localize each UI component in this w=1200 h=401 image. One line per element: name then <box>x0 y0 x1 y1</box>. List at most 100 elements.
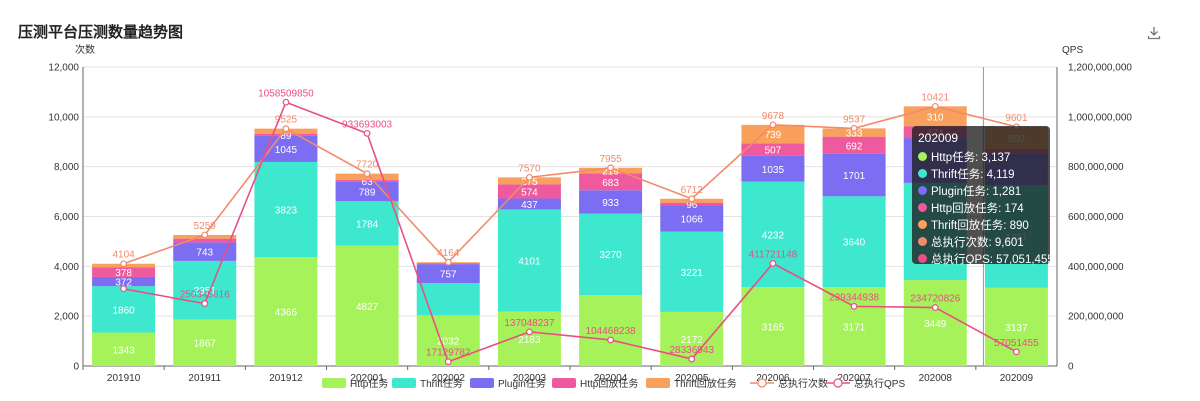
bar-thrift <box>497 209 561 312</box>
x-tick-label: 202003 <box>513 373 547 384</box>
legend-swatch <box>552 378 576 388</box>
legend-label: Http任务 <box>350 377 388 390</box>
line-label-total_qps: 239344938 <box>829 292 879 303</box>
bar-plugin <box>416 264 480 283</box>
bar-label-http: 2032 <box>437 337 460 348</box>
bar-label-plugin: 437 <box>521 200 538 211</box>
tooltip-row: 总执行QPS: 57,051,455 <box>918 250 1054 267</box>
bar-label-thrift_replay: 739 <box>765 130 782 141</box>
tooltip-row: Thrift回放任务: 890 <box>918 216 1044 233</box>
point-total_qps <box>444 358 452 366</box>
chart-tooltip: 202009 Http任务: 3,137 Thrift任务: 4,119 Plugi… <box>912 126 1054 267</box>
point-total_count <box>120 260 127 268</box>
bar-thrift_replay <box>497 177 561 185</box>
line-label-total_count: 5259 <box>194 221 217 232</box>
bar-http <box>903 280 967 366</box>
bar-thrift <box>579 213 643 295</box>
legend-label: 总执行QPS <box>854 377 905 390</box>
legend-swatch <box>322 378 346 388</box>
bar-http <box>254 257 318 366</box>
point-total_count <box>201 231 209 239</box>
bar-label-http: 4366 <box>275 308 298 319</box>
bar-http_replay <box>660 202 724 206</box>
point-total_count <box>931 102 939 110</box>
line-label-total_qps: 411721148 <box>749 249 798 260</box>
download-icon[interactable] <box>1146 25 1162 41</box>
bar-plugin <box>92 276 156 287</box>
line-label-total_qps: 234720826 <box>910 294 960 305</box>
line-label-total_qps: 137048237 <box>504 318 554 329</box>
bar-plugin <box>822 153 886 197</box>
line-label-total_qps: 1058509850 <box>258 88 314 99</box>
tooltip-row: Http任务: 3,137 <box>918 148 1044 165</box>
y-tick-label-right: 800,000,000 <box>1068 162 1124 173</box>
bar-label-thrift: 3823 <box>275 206 298 217</box>
line-label-total_count: 7720 <box>356 160 379 171</box>
download-icon-glyph <box>1147 27 1161 40</box>
tooltip-dot <box>918 186 927 195</box>
line-label-total_count: 4164 <box>437 248 460 259</box>
line-label-total_qps: 104468238 <box>586 326 636 337</box>
legend-marker <box>833 378 843 388</box>
point-total_count <box>607 164 614 172</box>
bar-thrift_replay <box>822 128 886 137</box>
legend-label: Thrift任务 <box>420 377 463 390</box>
line-label-total_count: 4104 <box>112 250 135 261</box>
line-label-total_qps: 250345616 <box>180 290 230 301</box>
bar-http_replay <box>254 133 318 136</box>
point-total_count <box>444 258 452 266</box>
x-tick-label: 202008 <box>919 373 953 384</box>
tooltip-text: Plugin任务: 1,281 <box>931 185 1022 198</box>
bar-label-http_replay: 378 <box>115 268 132 279</box>
x-tick-label: 202006 <box>756 373 790 384</box>
y-tick-label-right: 200,000,000 <box>1068 312 1124 323</box>
bar-label-http: 3171 <box>843 322 866 333</box>
bar-label-http: 1867 <box>194 339 217 350</box>
y-tick-label-left: 6,000 <box>54 212 79 223</box>
bar-http <box>92 332 156 366</box>
legend-marker <box>757 378 767 388</box>
bar-label-plugin: 933 <box>602 198 619 209</box>
point-total_qps <box>201 300 209 308</box>
tooltip-row: Http回放任务: 174 <box>918 199 1044 216</box>
bar-label-plugin: 1035 <box>762 165 785 176</box>
bar-label-http_replay: 683 <box>602 178 619 189</box>
bar-label-thrift_replay: 275 <box>521 177 538 188</box>
bar-plugin <box>741 155 805 182</box>
point-total_count <box>769 121 777 129</box>
x-tick-label: 202005 <box>675 373 709 384</box>
x-tick-label: 202004 <box>594 373 628 384</box>
bar-thrift <box>822 196 886 287</box>
x-tick-label: 202002 <box>432 373 466 384</box>
bar-label-plugin: 1066 <box>681 214 704 225</box>
bar-plugin <box>173 242 237 261</box>
y-tick-label-left: 4,000 <box>54 262 79 273</box>
bar-thrift <box>416 282 480 316</box>
y-tick-label-right: 400,000,000 <box>1068 262 1124 273</box>
bar-label-http: 3449 <box>924 319 947 330</box>
bar-http <box>173 319 237 366</box>
line-label-total_qps: 17129782 <box>426 348 471 359</box>
line-label-total_count: 9678 <box>762 111 785 122</box>
bar-http <box>416 315 480 366</box>
tooltip-text: Http任务: 3,137 <box>931 151 1011 164</box>
bar-thrift <box>173 260 237 320</box>
bar-plugin <box>660 205 724 232</box>
x-tick-label: 201911 <box>188 373 221 384</box>
line-label-total_count: 7570 <box>518 163 541 174</box>
bar-plugin <box>579 190 643 214</box>
bar-plugin <box>497 198 561 210</box>
tooltip-text: Thrift任务: 4,119 <box>931 168 1015 181</box>
bar-label-http_replay: 63 <box>362 177 374 188</box>
point-total_qps <box>1013 348 1020 356</box>
y-tick-label-left: 2,000 <box>54 312 79 323</box>
legend-label: Plugin任务 <box>498 377 546 390</box>
bar-label-thrift: 1784 <box>356 220 379 231</box>
bar-http_replay <box>741 143 805 156</box>
line-label-total_count: 7955 <box>599 154 622 165</box>
point-total_qps <box>363 129 371 137</box>
y-axis-title-right: QPS <box>1062 45 1083 56</box>
bar-http <box>579 294 643 366</box>
bar-http_replay <box>579 173 643 191</box>
